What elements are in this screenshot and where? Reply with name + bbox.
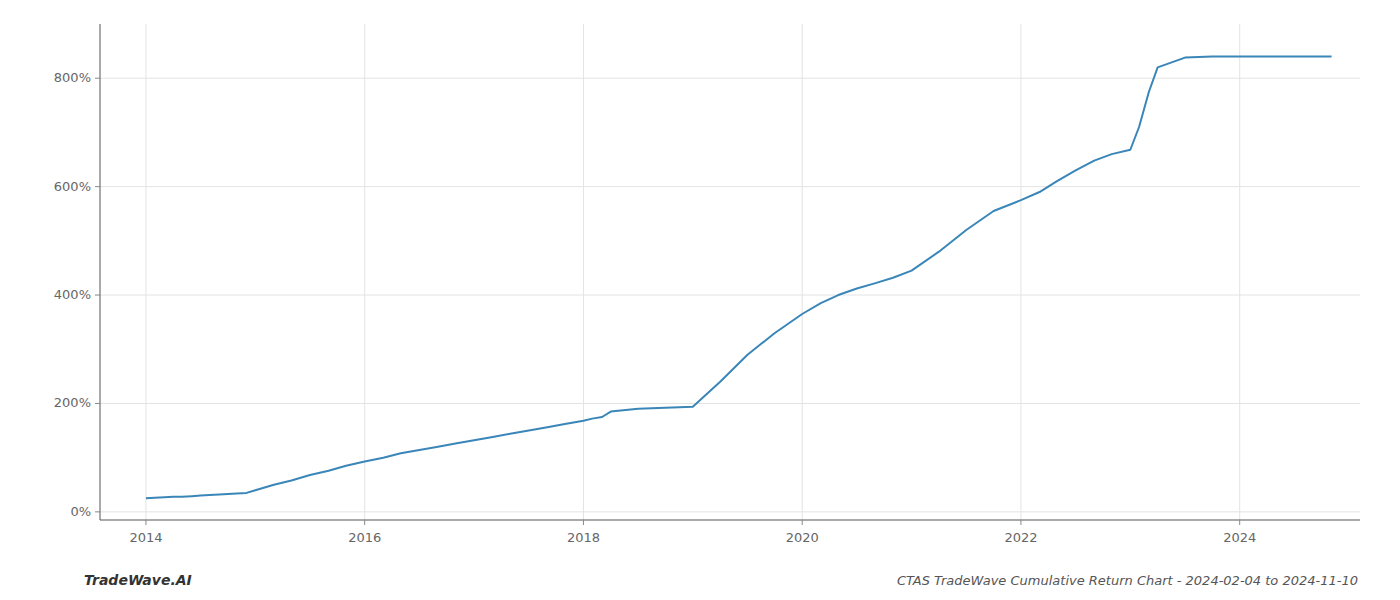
y-tick-label: 800% [54, 70, 91, 85]
y-tick-label: 600% [54, 179, 91, 194]
chart: 0% 200% 400% 600% 800% 2014 2016 2018 2020 2022 20… [0, 0, 1400, 600]
watermark: TradeWave.AI [84, 572, 192, 588]
x-grid-line [1020, 24, 1021, 520]
y-tick-label: 400% [54, 287, 91, 302]
x-tick [802, 520, 803, 525]
y-grid-line [100, 186, 1360, 187]
x-tick-label: 2014 [129, 530, 162, 545]
x-axis-line [100, 520, 1360, 521]
y-grid-line [100, 78, 1360, 79]
x-tick [145, 520, 146, 525]
data-line [146, 57, 1332, 499]
x-tick [1020, 520, 1021, 525]
title: CTAS TradeWave Cumulative Return Chart -… [897, 573, 1358, 588]
x-tick [1239, 520, 1240, 525]
y-axis-line [100, 24, 101, 520]
grid [100, 24, 1360, 520]
x-tick-label: 2018 [567, 530, 600, 545]
y-grid-line [100, 511, 1360, 512]
y-tick [95, 186, 100, 187]
y-tick [95, 511, 100, 512]
x-grid-line [145, 24, 146, 520]
x-grid-line [802, 24, 803, 520]
y-tick-label: 0% [70, 504, 91, 519]
x-tick-label: 2020 [786, 530, 819, 545]
y-tick-label: 200% [54, 395, 91, 410]
y-tick [95, 78, 100, 79]
x-grid-line [1239, 24, 1240, 520]
axes: 0% 200% 400% 600% 800% 2014 2016 2018 2020 2022 20… [54, 24, 1360, 545]
x-tick-label: 2016 [348, 530, 381, 545]
y-grid-line [100, 295, 1360, 296]
x-grid-line [364, 24, 365, 520]
x-tick-label: 2022 [1004, 530, 1037, 545]
y-tick [95, 403, 100, 404]
x-tick [364, 520, 365, 525]
x-grid-line [583, 24, 584, 520]
y-tick [95, 295, 100, 296]
plot-area [146, 57, 1332, 499]
x-tick [583, 520, 584, 525]
y-grid-line [100, 403, 1360, 404]
x-tick-label: 2024 [1223, 530, 1256, 545]
background [0, 0, 1400, 600]
